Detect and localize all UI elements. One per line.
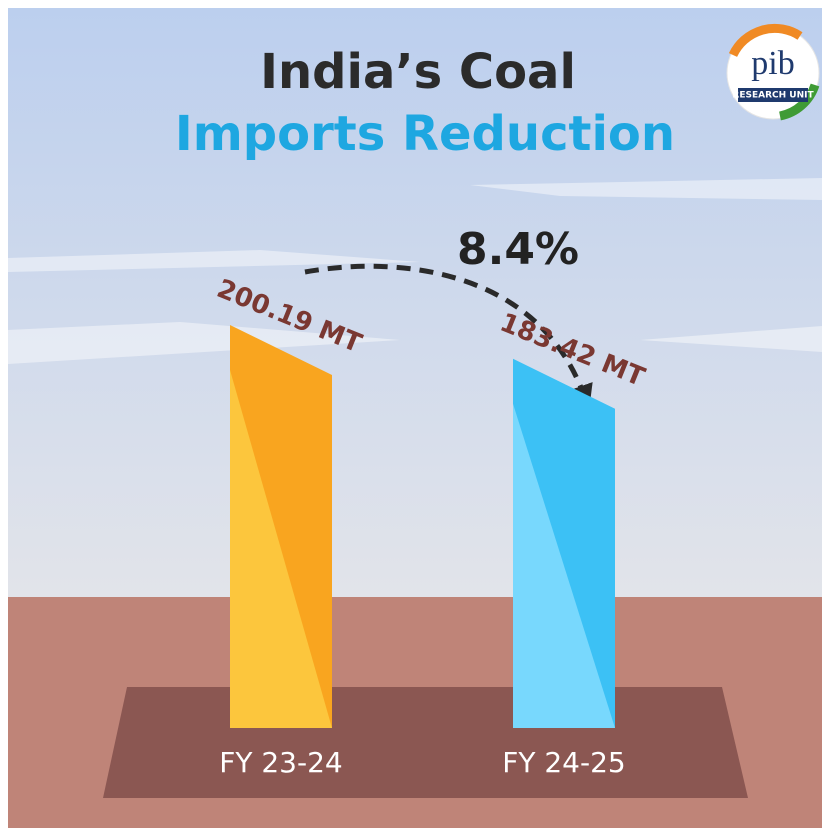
annotation: 8.4% (457, 224, 579, 275)
x-tick-label: FY 23-24 (219, 746, 342, 779)
logo: pib RESEARCH UNIT (727, 27, 819, 119)
platform (103, 687, 748, 798)
title: India’s Coal (260, 44, 576, 100)
infographic: India’s Coal Imports Reduction pib RESEA… (0, 0, 830, 836)
logo-label: RESEARCH UNIT (732, 91, 814, 101)
subtitle: Imports Reduction (175, 106, 675, 162)
logo-name: pib (751, 45, 794, 82)
x-tick-label: FY 24-25 (502, 746, 625, 779)
